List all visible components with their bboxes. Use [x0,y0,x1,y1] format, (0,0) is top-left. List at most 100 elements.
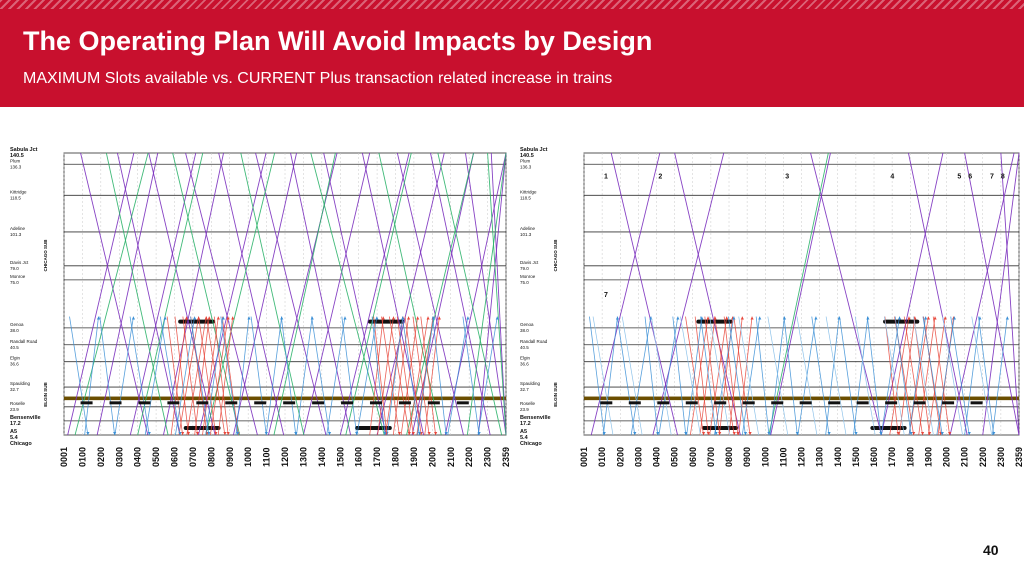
train-path-green [273,152,336,436]
train-arrowhead [706,316,710,320]
train-path-green [466,152,507,436]
commuter-path-red [373,316,388,436]
commuter-path-blue [783,316,798,436]
station-label: Chicago [10,441,32,447]
train-arrowhead [725,316,729,320]
x-tick-label: 0500 [151,447,161,467]
commuter-path-blue [432,316,447,436]
train-id-tag [312,401,325,405]
train-path-purple [232,152,297,436]
commuter-path-blue [741,316,761,436]
station-label: 38.0 [10,328,19,333]
x-tick-label: 2300 [483,447,493,467]
station-label: 40.5 [520,345,529,350]
train-arrowhead [343,316,347,320]
commuter-path-red [932,316,950,436]
station-label: Adeline [10,226,26,231]
train-number-label: 3 [785,173,789,180]
x-tick-label: 1700 [372,447,382,467]
train-arrowhead [221,316,225,320]
station-label: A5 [520,429,527,435]
station-label: Adeline [520,226,536,231]
x-tick-label: 1000 [243,447,253,467]
station-label: 75.0 [10,280,19,285]
station-label: 118.5 [10,195,21,200]
train-path-green [310,152,385,436]
station-label: Monroe [10,274,26,279]
train-id-tag [714,401,727,405]
commuter-path-lightblue [796,316,818,436]
commuter-path-blue [964,316,981,436]
train-arrowhead [714,432,718,435]
page-number: 40 [983,542,999,558]
commuter-path-blue [839,316,857,436]
station-label: 5.4 [10,435,19,441]
train-number-label: 1 [604,173,608,180]
commuter-path-blue [894,316,912,436]
slide-subtitle: MAXIMUM Slots available vs. CURRENT Plus… [23,70,613,87]
x-tick-label: 1400 [833,447,843,467]
station-label: 101.3 [520,232,532,237]
train-id-tag [254,401,267,405]
train-arrowhead [740,316,744,320]
train-arrowhead [633,432,637,435]
train-path-purple [185,152,258,436]
commuter-path-blue [386,316,404,436]
commuter-path-blue [175,316,196,436]
commuter-path-red [408,316,429,436]
train-path-green [487,152,507,436]
train-path-purple [810,152,882,436]
station-label: Genoa [520,322,534,327]
train-arrowhead [1005,316,1009,320]
x-tick-label: 2100 [960,447,970,467]
commuter-path-lightblue [592,316,614,436]
x-tick-label: 1200 [797,447,807,467]
commuter-path-lightblue [825,316,847,436]
train-path-purple [290,152,352,436]
commuter-path-red [206,316,226,436]
station-label: 17.2 [10,421,21,427]
commuter-path-lightblue [913,316,934,436]
chart-svg-left: 0001 0100 0200 0300 0400 0500 0600 0700 0800 0900… [10,147,511,467]
train-path-purple [674,152,741,436]
train-arrowhead [406,316,411,320]
train-id-tag [742,401,755,405]
commuter-path-red [424,316,440,436]
station-label: 5.4 [520,435,529,441]
train-arrowhead [767,432,771,435]
chart-svg-right: 0001 0100 0200 0300 0400 0500 0600 0700 0800 0900… [520,147,1024,467]
station-label: 79.0 [520,266,529,271]
commuter-path-blue [311,316,330,436]
commuter-path-blue [417,316,435,436]
train-arrowhead [223,432,227,435]
x-tick-label: 1100 [262,447,272,467]
station-label: Elgin [520,356,531,361]
commuter-path-lightblue [650,316,672,436]
x-tick-label: 1600 [869,447,879,467]
train-id-tag [970,401,983,405]
train-arrowhead [416,316,420,320]
x-tick-label: 2359 [1014,447,1024,467]
commuter-path-red [728,316,743,436]
station-label: 23.9 [520,407,529,412]
commuter-path-lightblue [709,316,730,436]
train-path-purple [376,152,445,436]
train-id-tag [341,401,354,405]
train-number-label: 4 [890,173,894,180]
commuter-path-lightblue [767,316,789,436]
station-label: Randall Road [520,339,548,344]
commuter-path-blue [447,316,469,436]
yard-siding-band [584,396,1019,401]
commuter-path-blue [341,316,358,436]
commuter-path-lightblue [621,316,643,436]
train-arrowhead [896,432,900,435]
commuter-path-blue [356,316,378,436]
train-arrowhead [226,316,230,320]
x-tick-label: 1500 [335,447,345,467]
commuter-path-blue [769,316,785,436]
station-label: 118.5 [520,195,531,200]
train-path-purple [323,152,387,436]
station-label: 140.5 [10,153,24,159]
commuter-path-blue [205,316,224,436]
commuter-path-blue [755,316,770,436]
